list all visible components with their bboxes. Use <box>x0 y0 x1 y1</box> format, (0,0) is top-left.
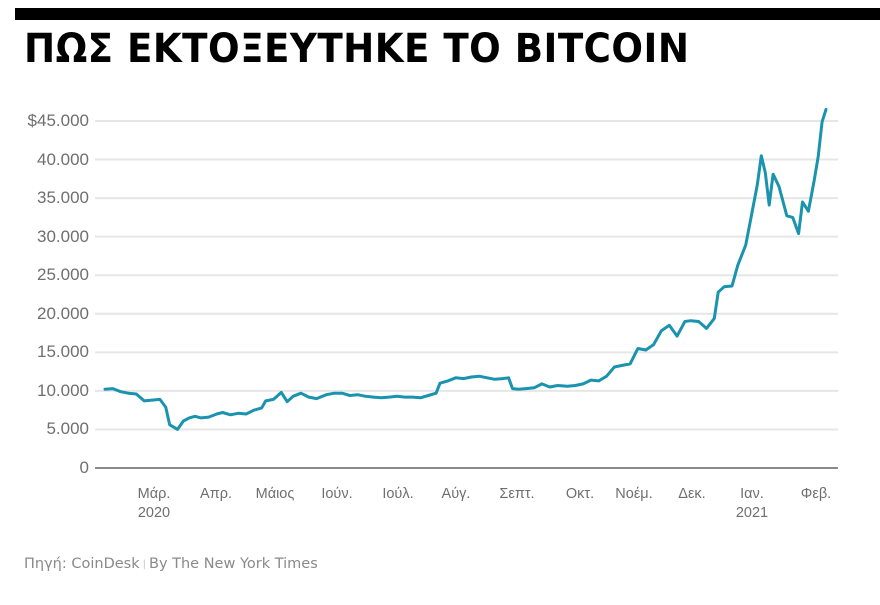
x-tick-label: Οκτ. <box>565 486 595 502</box>
y-tick-label: 10.000 <box>37 380 89 400</box>
source-credit: Πηγή: CoinDesk | By The New York Times <box>24 556 318 572</box>
gridlines <box>95 120 838 431</box>
x-tick-label: Φεβ. <box>800 486 832 502</box>
separator: | <box>142 559 146 570</box>
y-tick-label: 25.000 <box>37 265 89 285</box>
y-tick-label: 15.000 <box>37 342 89 362</box>
x-tick-label: Αύγ. <box>441 486 471 502</box>
x-tick-label: Νοέμ. <box>615 486 653 502</box>
x-tick-label: Ιαν. 2021 <box>735 486 769 521</box>
credit-label: By The New York Times <box>149 556 318 572</box>
x-tick-label: Μάρ. 2020 <box>137 486 171 521</box>
x-tick-label: Απρ. <box>200 486 232 502</box>
y-tick-label: 0 <box>79 458 89 477</box>
top-rule <box>15 8 880 20</box>
bitcoin-price-line <box>103 107 828 431</box>
y-tick-label: 35.000 <box>37 188 89 208</box>
x-tick-label: Δεκ. <box>678 486 706 502</box>
x-tick-label: Μάιος <box>255 486 295 502</box>
x-tick-label: Σεπτ. <box>499 486 535 502</box>
x-tick-label: Ιούν. <box>321 486 353 502</box>
x-tick-label: Ιούλ. <box>382 486 414 502</box>
y-tick-label: 20.000 <box>37 303 89 323</box>
y-tick-label: $45.000 <box>27 111 89 130</box>
source-label: Πηγή: CoinDesk <box>24 556 140 572</box>
y-tick-label: 5.000 <box>46 419 89 439</box>
chart-title: ΠΩΣ ΕΚΤΟΞΕΥΤΗΚΕ ΤΟ BITCOIN <box>24 26 690 72</box>
y-tick-label: 40.000 <box>37 149 89 169</box>
y-tick-label: 30.000 <box>37 226 89 246</box>
